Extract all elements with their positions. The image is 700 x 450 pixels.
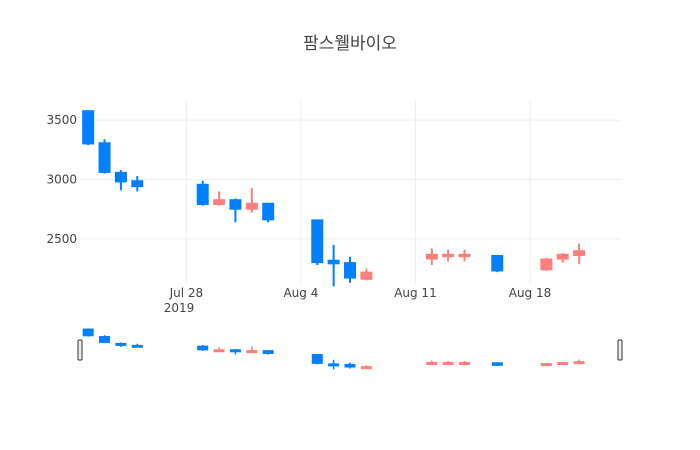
slider-candle (246, 346, 258, 354)
x-axis-year-label: 2019 (164, 301, 195, 315)
slider-candle (229, 349, 241, 355)
y-tick-label: 3500 (46, 113, 77, 127)
candle (82, 110, 95, 146)
candle (114, 170, 127, 191)
candle (262, 202, 275, 223)
slider-candle (82, 328, 94, 337)
x-tick-label: Jul 28 (169, 286, 204, 300)
slider-candle (459, 360, 471, 365)
slider-candle (442, 360, 454, 365)
slider-candle (344, 362, 356, 369)
slider-candle (213, 347, 225, 353)
x-tick-label: Aug 11 (394, 286, 437, 300)
slider-candle (557, 361, 569, 365)
candle (360, 268, 373, 281)
slider-candle (491, 362, 503, 367)
slider-candle (573, 359, 585, 365)
slider-candle (540, 362, 552, 367)
chart-title: 팜스웰바이오 (303, 34, 397, 54)
x-tick-label: Aug 4 (283, 286, 318, 300)
y-axis-ticks: 2500 3000 3500 (46, 113, 77, 246)
y-tick-label: 3000 (46, 173, 77, 187)
candle (196, 180, 209, 206)
range-slider[interactable] (77, 328, 623, 370)
y-tick-label: 2500 (46, 232, 77, 246)
candles (82, 110, 586, 287)
candle (245, 187, 258, 213)
range-slider-left-handle[interactable] (77, 339, 83, 361)
candle (540, 257, 553, 271)
candle (425, 248, 438, 266)
candle (344, 256, 356, 283)
candle (213, 191, 226, 206)
candle (556, 253, 569, 263)
gridlines (80, 100, 620, 284)
candle (131, 175, 144, 192)
slider-candle (99, 335, 111, 344)
slider-candle (115, 342, 127, 348)
slider-candle (131, 343, 143, 348)
slider-candle (197, 344, 209, 351)
slider-candle (426, 360, 438, 365)
range-slider-right-handle[interactable] (617, 339, 623, 361)
candle (311, 219, 324, 266)
x-axis-ticks: Jul 28 Aug 4 Aug 11 Aug 18 (169, 286, 552, 300)
slider-candle (328, 359, 340, 370)
candle (458, 249, 471, 262)
candle (327, 244, 340, 287)
slider-candle (262, 350, 274, 355)
x-tick-label: Aug 18 (509, 286, 552, 300)
slider-candle (360, 365, 372, 370)
slider-candle (311, 353, 323, 365)
candle (229, 198, 242, 223)
candle (491, 255, 504, 273)
candle (573, 243, 586, 264)
candle (442, 249, 455, 262)
candle (98, 139, 111, 174)
